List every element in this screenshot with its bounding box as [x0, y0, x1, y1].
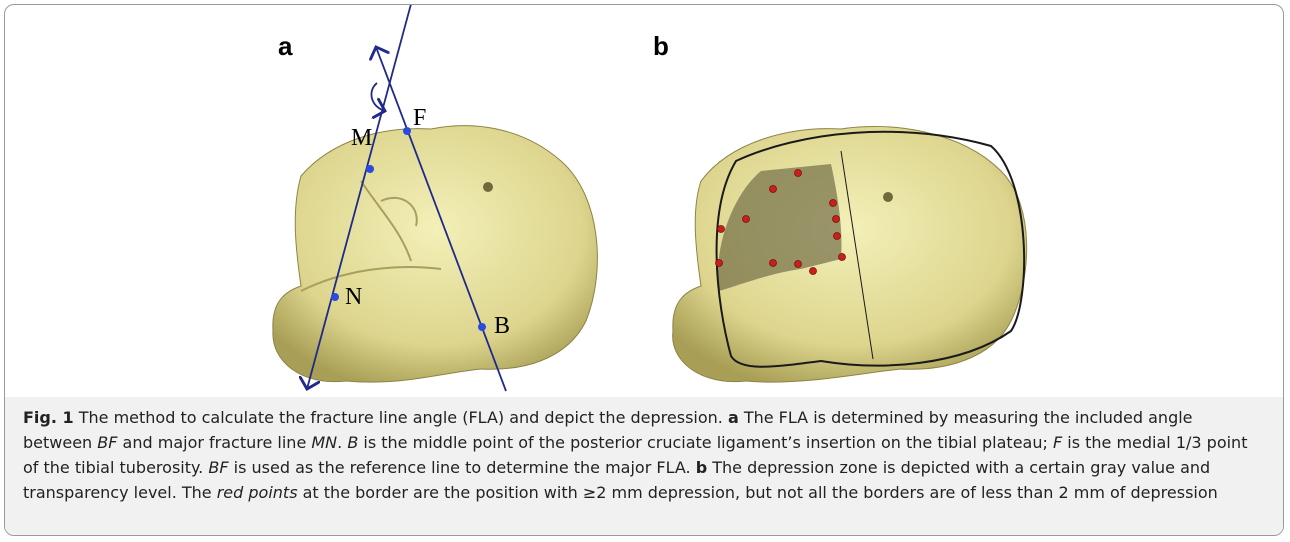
caption-text: BF: [208, 458, 228, 477]
bone-b: [673, 126, 1027, 382]
caption-text: is the middle point of the posterior cru…: [358, 433, 1053, 452]
caption-text: F: [1053, 433, 1062, 452]
panel-label: a: [278, 31, 293, 61]
caption: Fig. 1 The method to calculate the fract…: [5, 397, 1283, 535]
caption-text: b: [696, 458, 707, 477]
point-label: N: [345, 284, 362, 310]
point-label: M: [351, 125, 372, 151]
panel-label: b: [653, 31, 669, 61]
caption-text: a: [728, 408, 739, 427]
caption-text: MN: [311, 433, 337, 452]
caption-text: The method to calculate the fracture lin…: [74, 408, 728, 427]
caption-text: is used as the reference line to determi…: [229, 458, 696, 477]
caption-text: .: [337, 433, 347, 452]
figure-art: M F N B a b: [4, 4, 1284, 401]
bone-a: [273, 126, 598, 382]
point-label: B: [494, 313, 510, 339]
caption-text: and major fracture line: [117, 433, 311, 452]
caption-text: red points: [217, 483, 298, 502]
caption-text: at the border are the position with ≥2 m…: [298, 483, 1218, 502]
caption-text: B: [347, 433, 358, 452]
caption-text: Fig. 1: [23, 408, 74, 427]
page: M F N B a b Fig. 1 The method to calcula…: [0, 0, 1290, 542]
figure: M F N B a b Fig. 1 The method to calcula…: [4, 4, 1284, 536]
point-label: F: [413, 105, 426, 131]
caption-text: BF: [97, 433, 117, 452]
